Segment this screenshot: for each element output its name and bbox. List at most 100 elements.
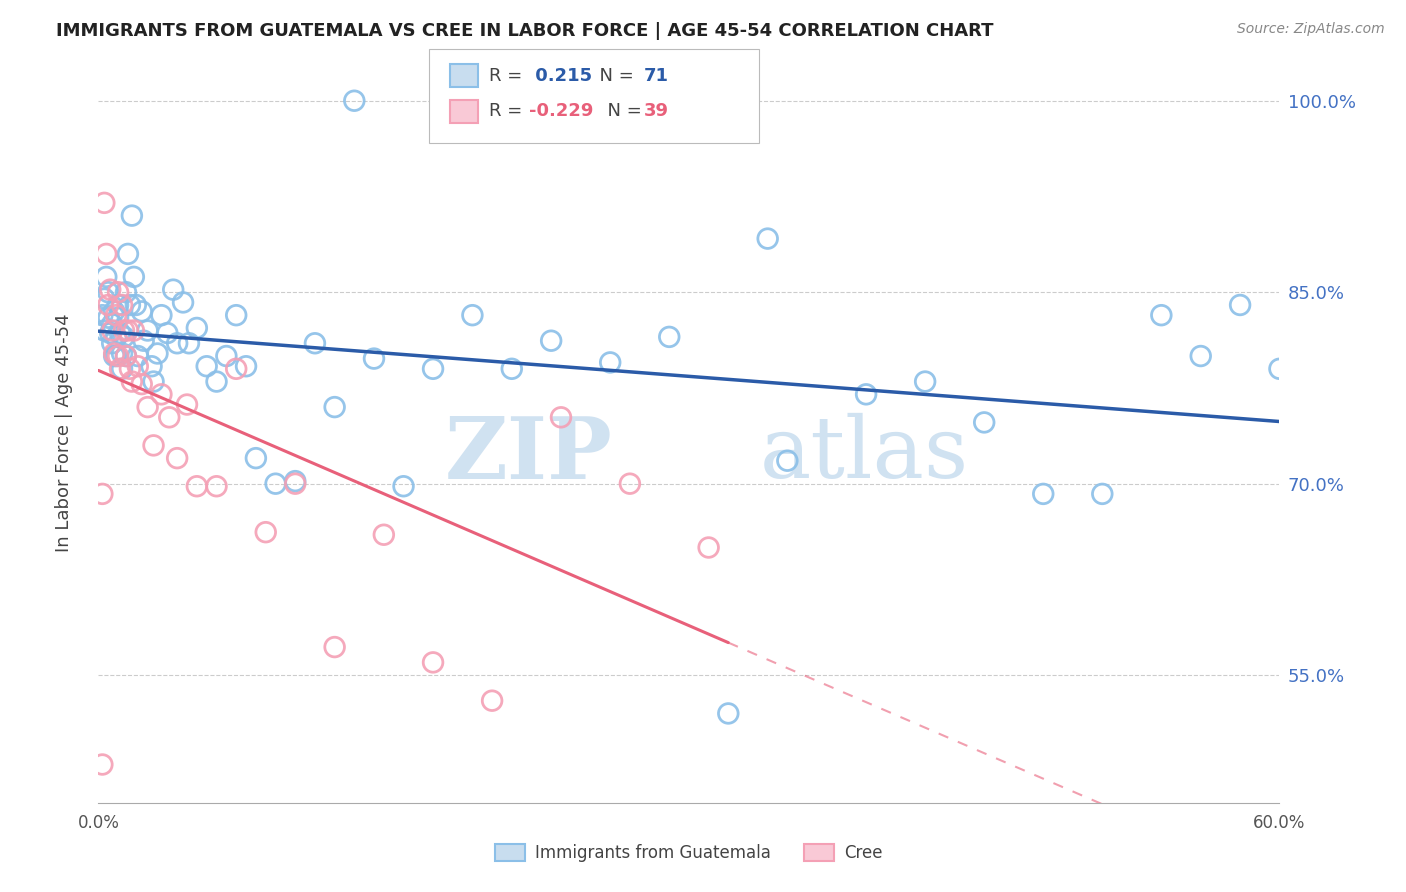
Point — [111, 298, 134, 312]
Point — [756, 231, 779, 245]
Point — [146, 346, 169, 360]
Text: R =: R = — [489, 67, 529, 85]
Point — [96, 269, 118, 284]
Text: 71: 71 — [644, 67, 669, 85]
Point — [98, 283, 121, 297]
Point — [343, 94, 366, 108]
Point — [91, 757, 114, 772]
Point — [101, 336, 124, 351]
Point — [363, 351, 385, 366]
Point — [619, 476, 641, 491]
Point — [132, 334, 155, 348]
Point — [127, 359, 149, 374]
Point — [107, 285, 129, 300]
Point — [176, 398, 198, 412]
Point — [264, 476, 287, 491]
Point — [107, 298, 129, 312]
Y-axis label: In Labor Force | Age 45-54: In Labor Force | Age 45-54 — [55, 313, 73, 552]
Point — [131, 304, 153, 318]
Point — [599, 355, 621, 369]
Point — [91, 487, 114, 501]
Point — [658, 330, 681, 344]
Point — [125, 298, 148, 312]
Text: IMMIGRANTS FROM GUATEMALA VS CREE IN LABOR FORCE | AGE 45-54 CORRELATION CHART: IMMIGRANTS FROM GUATEMALA VS CREE IN LAB… — [56, 22, 994, 40]
Point — [550, 410, 572, 425]
Point — [115, 349, 138, 363]
Point — [115, 285, 138, 300]
Text: R =: R = — [489, 103, 529, 120]
Text: 0.215: 0.215 — [529, 67, 592, 85]
Point — [1150, 308, 1173, 322]
Point — [93, 324, 115, 338]
Point — [225, 308, 247, 322]
Point — [105, 349, 128, 363]
Point — [117, 324, 139, 338]
Point — [127, 349, 149, 363]
Point — [98, 326, 121, 340]
Text: N =: N = — [596, 103, 648, 120]
Point — [108, 326, 131, 340]
Point — [481, 694, 503, 708]
Point — [717, 706, 740, 721]
Point — [177, 336, 200, 351]
Point — [105, 308, 128, 322]
Point — [150, 308, 173, 322]
Point — [540, 334, 562, 348]
Point — [157, 410, 180, 425]
Point — [186, 479, 208, 493]
Point — [215, 349, 238, 363]
Point — [97, 310, 120, 325]
Point — [91, 308, 114, 322]
Point — [225, 361, 247, 376]
Point — [166, 451, 188, 466]
Point — [118, 361, 141, 376]
Text: 39: 39 — [644, 103, 669, 120]
Point — [172, 295, 194, 310]
Point — [150, 387, 173, 401]
Point — [1268, 361, 1291, 376]
Point — [422, 361, 444, 376]
Point — [136, 400, 159, 414]
Point — [697, 541, 720, 555]
Point — [131, 377, 153, 392]
Point — [392, 479, 415, 493]
Point — [93, 292, 115, 306]
Point — [973, 416, 995, 430]
Point — [115, 349, 138, 363]
Point — [111, 361, 134, 376]
Point — [422, 656, 444, 670]
Point — [284, 476, 307, 491]
Point — [156, 326, 179, 340]
Point — [97, 285, 120, 300]
Point — [195, 359, 218, 374]
Point — [284, 474, 307, 488]
Point — [105, 330, 128, 344]
Point — [1091, 487, 1114, 501]
Point — [112, 330, 135, 344]
Point — [118, 298, 141, 312]
Point — [142, 438, 165, 452]
Point — [162, 283, 184, 297]
Point — [304, 336, 326, 351]
Point — [101, 324, 124, 338]
Text: N =: N = — [588, 67, 640, 85]
Point — [142, 375, 165, 389]
Point — [111, 346, 134, 360]
Point — [205, 375, 228, 389]
Point — [96, 247, 118, 261]
Point — [97, 298, 120, 312]
Point — [101, 317, 124, 331]
Point — [121, 209, 143, 223]
Point — [245, 451, 267, 466]
Point — [1229, 298, 1251, 312]
Point — [323, 640, 346, 654]
Point — [254, 525, 277, 540]
Point — [93, 195, 115, 210]
Point — [186, 321, 208, 335]
Point — [108, 361, 131, 376]
Point — [1189, 349, 1212, 363]
Point — [205, 479, 228, 493]
Point — [107, 310, 129, 325]
Point — [323, 400, 346, 414]
Text: ZIP: ZIP — [444, 413, 612, 497]
